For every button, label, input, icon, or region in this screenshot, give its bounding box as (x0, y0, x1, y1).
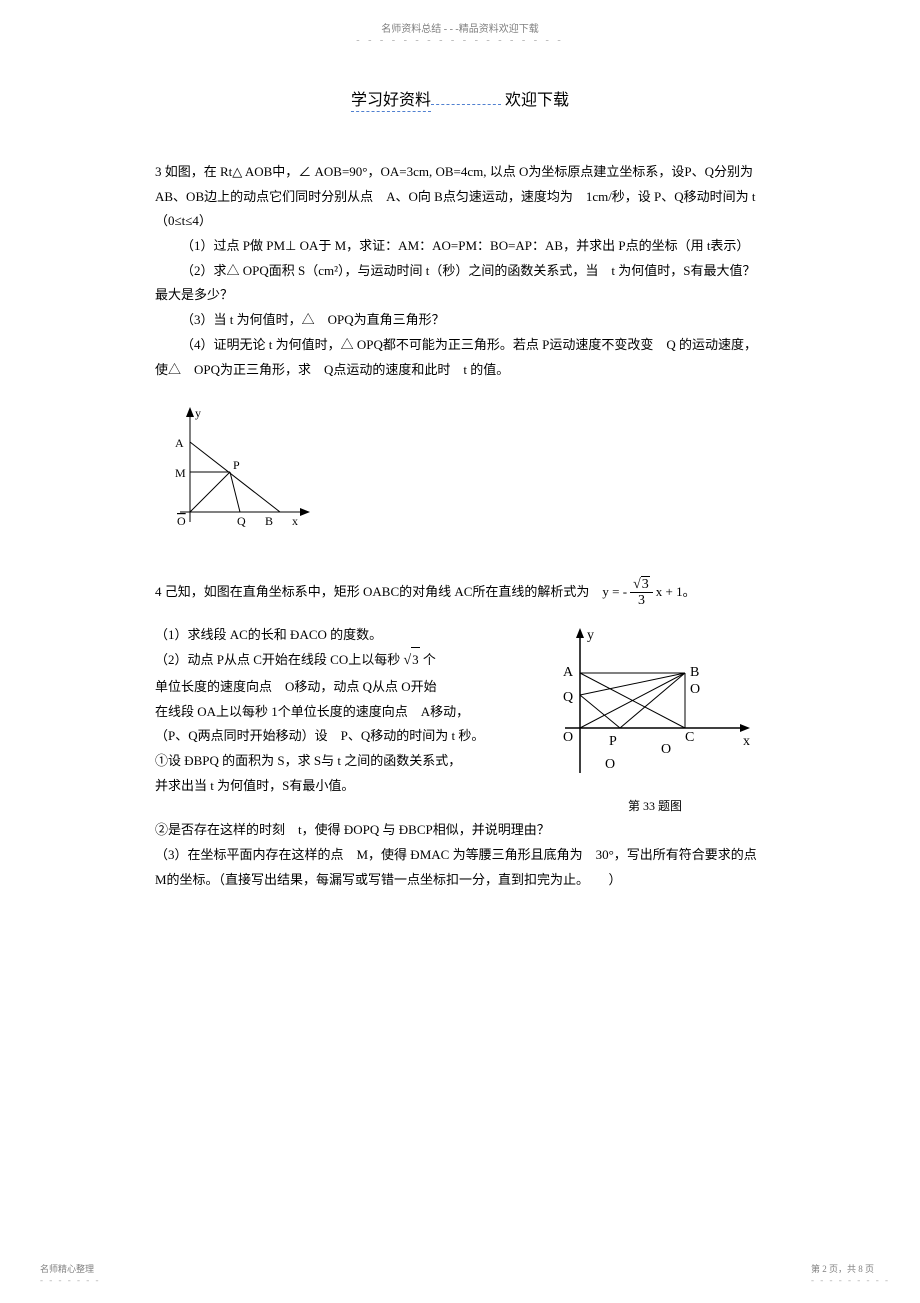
svg-text:Q: Q (237, 514, 246, 528)
p4-q2-l2: 单位长度的速度向点 O移动，动点 Q从点 O开始 (155, 675, 545, 700)
svg-text:O: O (177, 514, 186, 528)
diagram2-wrapper: y A B Q O C P x O O O 第 33 题图 (545, 623, 765, 818)
header-left: 学习好资料 (351, 92, 431, 112)
diagram1-svg: y A M O P Q B x (165, 397, 315, 537)
p4-q2-l7: ②是否存在这样的时刻 t，使得 ÐOPQ 与 ÐBCP相似，并说明理由？ (155, 818, 765, 843)
p3-intro: 3 如图，在 Rt△ AOB中，∠ AOB=90°，OA=3cm, OB=4cm… (155, 160, 765, 234)
footer-left: 名师精心整理 - - - - - - - (40, 1262, 100, 1285)
header-top-line: 名师资料总结 - - -精品资料欢迎下载 (0, 20, 920, 35)
svg-text:C: C (685, 730, 694, 745)
diagram2-svg: y A B Q O C P x O O O (545, 623, 755, 783)
p4-q2-l1: （2）动点 P从点 C开始在线段 CO上以每秒 3 个 (155, 647, 545, 675)
p4-q2-l6: 并求出当 t 为何值时，S有最小值。 (155, 774, 545, 799)
p4-left: （1）求线段 AC的长和 ÐACO 的度数。 （2）动点 P从点 C开始在线段 … (155, 623, 545, 799)
svg-text:P: P (233, 458, 240, 472)
svg-text:B: B (690, 665, 699, 680)
svg-text:O: O (605, 757, 615, 772)
svg-text:y: y (195, 406, 201, 420)
svg-text:O: O (690, 682, 700, 697)
svg-text:y: y (587, 628, 594, 643)
fraction: 3 3 (630, 576, 653, 609)
diagram1: y A M O P Q B x (165, 397, 765, 546)
p4-q3: （3）在坐标平面内存在这样的点 M，使得 ÐMAC 为等腰三角形且底角为 30°… (155, 843, 765, 892)
p3-q3: （3）当 t 为何值时，△ OPQ为直角三角形？ (155, 308, 765, 333)
p4-q2-l4: （P、Q两点同时开始移动）设 P、Q移动的时间为 t 秒。 (155, 724, 545, 749)
p4-intro: 4 己知，如图在直角坐标系中，矩形 OABC的对角线 AC所在直线的解析式为 y… (155, 576, 765, 609)
header-main: 学习好资料 欢迎下载 (0, 86, 920, 110)
header-top-dots: - - - - - - - - - - - - - - - - - - (0, 35, 920, 46)
svg-text:Q: Q (563, 690, 573, 705)
footer-right: 第 2 页，共 8 页 - - - - - - - - - (811, 1262, 890, 1285)
svg-text:A: A (563, 665, 574, 680)
content: 3 如图，在 Rt△ AOB中，∠ AOB=90°，OA=3cm, OB=4cm… (0, 110, 920, 892)
diagram2-caption: 第 33 题图 (545, 795, 765, 818)
p3-q2: （2）求△ OPQ面积 S（cm²），与运动时间 t（秒）之间的函数关系式，当 … (155, 259, 765, 308)
p3-q1: （1）过点 P做 PM⊥ OA于 M，求证：AM：AO=PM：BO=AP：AB，… (155, 234, 765, 259)
svg-text:P: P (609, 734, 617, 749)
p4-q1: （1）求线段 AC的长和 ÐACO 的度数。 (155, 623, 545, 648)
svg-text:x: x (743, 734, 750, 749)
svg-text:O: O (661, 742, 671, 757)
svg-text:x: x (292, 514, 298, 528)
svg-text:A: A (175, 436, 184, 450)
p3-q4: （4）证明无论 t 为何值时，△ OPQ都不可能为正三角形。若点 P运动速度不变… (155, 333, 765, 382)
svg-text:M: M (175, 466, 186, 480)
header-right: 欢迎下载 (505, 92, 569, 109)
p4-q2-l3: 在线段 OA上以每秒 1个单位长度的速度向点 A移动， (155, 700, 545, 725)
svg-text:O: O (563, 730, 573, 745)
p4-q2-l5: ①设 ÐBPQ 的面积为 S，求 S与 t 之间的函数关系式， (155, 749, 545, 774)
header-top: 名师资料总结 - - -精品资料欢迎下载 - - - - - - - - - -… (0, 0, 920, 46)
svg-text:B: B (265, 514, 273, 528)
